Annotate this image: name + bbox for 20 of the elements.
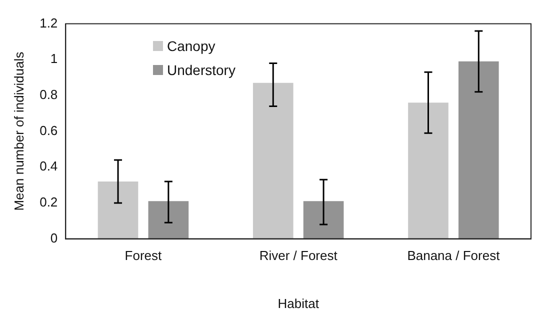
y-tick-label: 0.4: [40, 158, 58, 174]
x-tick-label: Banana / Forest: [407, 248, 500, 264]
legend-label: Canopy: [167, 37, 216, 56]
y-tick-label: 0.2: [40, 194, 58, 210]
x-tick-label: River / Forest: [259, 248, 338, 264]
bar: [458, 61, 499, 239]
y-tick-label: 0.8: [40, 87, 58, 102]
y-axis-title: Mean number of individuals: [11, 51, 26, 211]
bar: [98, 181, 138, 239]
bar: [408, 102, 448, 239]
legend-label: Understory: [167, 61, 236, 80]
bar: [303, 201, 344, 239]
y-tick-label: 1.2: [40, 15, 58, 30]
x-tick-label: Forest: [124, 248, 162, 264]
y-tick-label: 0.6: [40, 122, 58, 138]
bar: [252, 82, 294, 239]
x-axis-title: Habitat: [278, 296, 320, 311]
y-tick-label: 1: [50, 51, 58, 66]
y-tick-label: 0: [50, 230, 58, 246]
bar: [148, 201, 189, 239]
